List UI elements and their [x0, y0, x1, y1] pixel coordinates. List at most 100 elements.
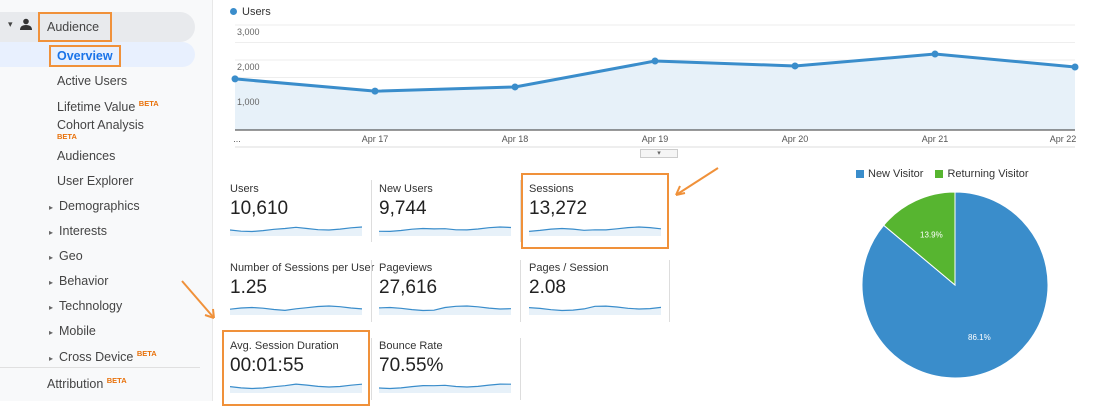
metric-label: Avg. Session Duration	[230, 340, 339, 352]
data-point[interactable]	[791, 62, 799, 70]
slice-label: 86.1%	[968, 333, 991, 342]
legend-users: Users	[230, 6, 271, 18]
sidebar-item-mobile[interactable]: ▸ Mobile	[49, 324, 96, 338]
item-label: Interests	[59, 224, 107, 238]
sidebar-item-active-users[interactable]: Active Users	[57, 74, 127, 88]
caret-right-icon: ▸	[49, 354, 54, 364]
sparkline	[529, 305, 661, 315]
beta-badge: BETA	[106, 376, 127, 385]
legend-label: New Visitor	[868, 168, 924, 180]
metric-label: New Users	[379, 183, 433, 195]
sparkline	[379, 226, 511, 236]
item-label: Lifetime Value	[57, 100, 136, 115]
sparkline	[230, 305, 362, 315]
area-fill	[235, 54, 1075, 130]
chevron-down-icon[interactable]: ▾	[640, 149, 678, 158]
data-point[interactable]	[1071, 63, 1079, 71]
data-point[interactable]	[651, 57, 659, 65]
visitor-pie-chart: 86.1% 13.9%	[861, 191, 1049, 379]
metric-number-of-sessions-per-user[interactable]: Number of Sessions per User 1.25	[230, 262, 376, 315]
metric-pages-session[interactable]: Pages / Session 2.08	[529, 262, 675, 315]
sidebar-item-behavior[interactable]: ▸ Behavior	[49, 274, 108, 288]
legend-label: Returning Visitor	[947, 168, 1029, 180]
metric-label: Pageviews	[379, 262, 433, 274]
item-label: Cross Device	[59, 350, 134, 365]
caret-right-icon: ▸	[49, 303, 54, 312]
metric-label: Number of Sessions per User	[230, 262, 375, 274]
highlight-box	[222, 330, 370, 406]
sidebar-item-demographics[interactable]: ▸ Demographics	[49, 199, 140, 213]
data-point[interactable]	[231, 75, 239, 83]
x-tick-label: Apr 20	[781, 134, 809, 144]
pie-slice-1[interactable]	[883, 191, 956, 287]
caret-right-icon: ▸	[49, 328, 54, 337]
item-label: Active Users	[57, 74, 128, 88]
metric-sessions[interactable]: Sessions 13,272	[529, 183, 675, 236]
caret-down-icon[interactable]: ▾	[8, 19, 13, 29]
sparkline	[379, 383, 511, 393]
metric-value: 27,616	[379, 277, 438, 298]
users-line-chart	[231, 24, 1079, 148]
divider	[371, 180, 372, 242]
sidebar-item-interests[interactable]: ▸ Interests	[49, 224, 107, 238]
divider	[371, 338, 372, 400]
sparkline	[529, 226, 661, 236]
caret-right-icon: ▸	[49, 253, 54, 262]
sparkline	[379, 305, 511, 315]
x-tick-label: Apr 21	[921, 134, 949, 144]
metric-value: 1.25	[230, 277, 267, 298]
highlight-box	[521, 173, 669, 249]
sidebar-item-geo[interactable]: ▸ Geo	[49, 249, 83, 263]
sidebar-item-overview[interactable]: Overview	[57, 49, 113, 63]
divider	[520, 180, 521, 242]
sidebar-item-audience[interactable]	[0, 12, 195, 42]
pie-slice-0[interactable]	[861, 191, 1049, 379]
metric-label: Pages / Session	[529, 262, 609, 274]
sidebar-item-cohort-analysis[interactable]: Cohort Analysis BETA	[57, 119, 144, 143]
divider	[371, 260, 372, 322]
sidebar-item-lifetime-value[interactable]: Lifetime Value BETA	[57, 99, 159, 114]
sidebar-item-attribution[interactable]: Attribution BETA	[47, 376, 127, 391]
highlight-overview	[49, 45, 121, 67]
x-tick-label: Apr 17	[361, 134, 389, 144]
x-tick-label: Apr 22	[1049, 134, 1077, 144]
sidebar-item-cross-device[interactable]: ▸ Cross Device BETA	[49, 349, 157, 364]
caret-right-icon: ▸	[49, 228, 54, 237]
person-icon	[20, 18, 32, 33]
metric-label: Bounce Rate	[379, 340, 443, 352]
attribution-label: Attribution	[47, 377, 104, 392]
divider	[0, 367, 200, 368]
beta-badge: BETA	[136, 349, 157, 358]
metric-avg-session-duration[interactable]: Avg. Session Duration 00:01:55	[230, 340, 376, 393]
data-point[interactable]	[371, 87, 379, 95]
x-tick-label: Apr 18	[501, 134, 529, 144]
item-label: Mobile	[59, 324, 96, 338]
metric-new-users[interactable]: New Users 9,744	[379, 183, 525, 236]
caret-right-icon: ▸	[49, 203, 54, 212]
x-tick-label: ...	[233, 134, 241, 144]
metric-bounce-rate[interactable]: Bounce Rate 70.55%	[379, 340, 525, 393]
caret-right-icon: ▸	[49, 278, 54, 287]
legend-returning-visitor: Returning Visitor	[935, 168, 1029, 180]
sidebar-item-technology[interactable]: ▸ Technology	[49, 299, 122, 313]
data-point[interactable]	[511, 83, 519, 91]
metric-value: 00:01:55	[230, 355, 304, 376]
item-label: Demographics	[59, 199, 140, 213]
y-tick-label: 1,000	[237, 97, 260, 107]
beta-badge: BETA	[57, 132, 77, 141]
y-tick-label: 2,000	[237, 62, 260, 72]
highlight-audience	[38, 12, 112, 42]
pie-legend: New Visitor Returning Visitor	[856, 168, 1029, 180]
item-label: Geo	[59, 249, 83, 263]
metric-label: Users	[230, 183, 259, 195]
sidebar-item-user-explorer[interactable]: User Explorer	[57, 174, 133, 188]
metric-users[interactable]: Users 10,610	[230, 183, 376, 236]
item-label: User Explorer	[57, 174, 134, 188]
sidebar-item-audiences[interactable]: Audiences	[57, 149, 115, 163]
divider	[520, 338, 521, 400]
item-label: Audiences	[57, 149, 116, 163]
data-point[interactable]	[931, 50, 939, 58]
sparkline	[230, 226, 362, 236]
divider	[520, 260, 521, 322]
metric-pageviews[interactable]: Pageviews 27,616	[379, 262, 525, 315]
